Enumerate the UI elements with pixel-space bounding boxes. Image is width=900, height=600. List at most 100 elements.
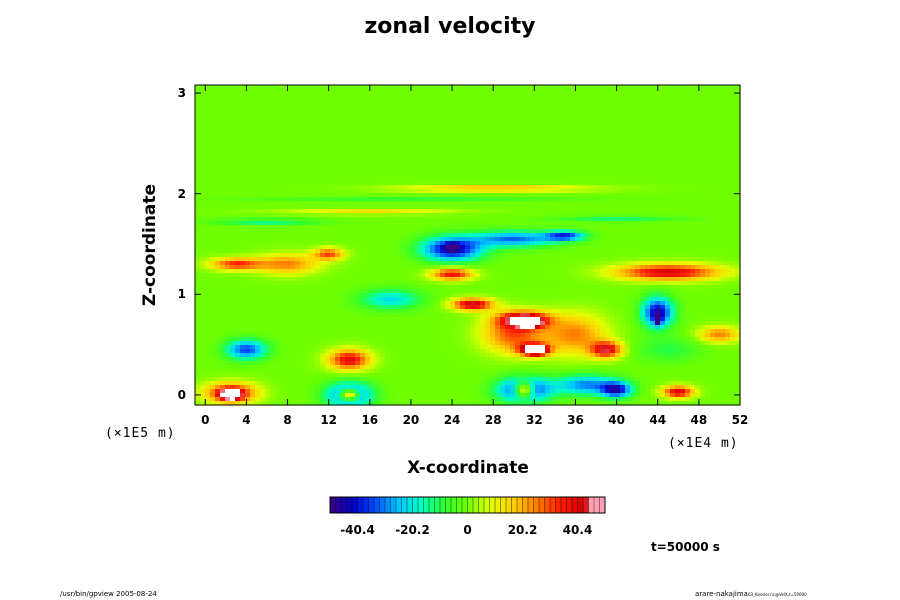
heatmap-cell — [595, 257, 601, 262]
heatmap-cell — [255, 113, 261, 118]
heatmap-cell — [365, 161, 371, 166]
heatmap-cell — [510, 133, 516, 138]
heatmap-cell — [225, 257, 231, 262]
heatmap-cell — [485, 129, 491, 134]
heatmap-cell — [630, 113, 636, 118]
heatmap-cell — [290, 141, 296, 146]
heatmap-cell — [590, 145, 596, 150]
heatmap-cell — [450, 105, 456, 110]
heatmap-cell — [220, 105, 226, 110]
heatmap-cell — [555, 213, 561, 218]
heatmap-cell — [290, 117, 296, 122]
heatmap-cell — [450, 125, 456, 130]
heatmap-cell — [625, 205, 631, 210]
heatmap-cell — [230, 149, 236, 154]
heatmap-cell — [515, 93, 521, 98]
heatmap-cell — [325, 165, 331, 170]
heatmap-cell — [465, 257, 471, 262]
heatmap-cell — [240, 173, 246, 178]
heatmap-cell — [485, 169, 491, 174]
heatmap-cell — [395, 121, 401, 126]
heatmap-cell — [435, 149, 441, 154]
heatmap-cell — [360, 237, 366, 242]
heatmap-cell — [455, 125, 461, 130]
heatmap-cell — [425, 257, 431, 262]
heatmap-cell — [495, 165, 501, 170]
heatmap-cell — [385, 109, 391, 114]
heatmap-cell — [460, 97, 466, 102]
heatmap-cell — [195, 201, 201, 206]
heatmap-cell — [735, 157, 741, 162]
heatmap-cell — [535, 205, 541, 210]
heatmap-cell — [365, 97, 371, 102]
heatmap-cell — [470, 233, 476, 238]
heatmap-cell — [300, 113, 306, 118]
heatmap-cell — [595, 185, 601, 190]
heatmap-cell — [445, 85, 451, 90]
heatmap-cell — [525, 85, 531, 90]
heatmap-cell — [555, 217, 561, 222]
heatmap-cell — [485, 137, 491, 142]
heatmap-cell — [440, 93, 446, 98]
heatmap-cell — [520, 153, 526, 158]
heatmap-cell — [625, 149, 631, 154]
heatmap-cell — [600, 221, 606, 226]
heatmap-cell — [320, 113, 326, 118]
heatmap-cell — [360, 121, 366, 126]
heatmap-cell — [645, 237, 651, 242]
heatmap-cell — [330, 117, 336, 122]
heatmap-cell — [630, 237, 636, 242]
heatmap-cell — [285, 265, 291, 270]
heatmap-cell — [420, 181, 426, 186]
heatmap-cell — [335, 93, 341, 98]
heatmap-cell — [260, 209, 266, 214]
heatmap-cell — [195, 117, 201, 122]
heatmap-cell — [610, 209, 616, 214]
heatmap-cell — [335, 165, 341, 170]
heatmap-cell — [735, 97, 741, 102]
heatmap-cell — [685, 221, 691, 226]
heatmap-cell — [660, 85, 666, 90]
heatmap-cell — [420, 205, 426, 210]
heatmap-cell — [250, 249, 256, 254]
heatmap-cell — [590, 133, 596, 138]
heatmap-cell — [260, 121, 266, 126]
heatmap-cell — [280, 137, 286, 142]
heatmap-cell — [735, 101, 741, 106]
heatmap-cell — [730, 89, 736, 94]
heatmap-cell — [665, 257, 671, 262]
heatmap-cell — [540, 117, 546, 122]
heatmap-cell — [320, 129, 326, 134]
heatmap-cell — [735, 137, 741, 142]
heatmap-cell — [240, 181, 246, 186]
heatmap-cell — [670, 209, 676, 214]
heatmap-cell — [630, 129, 636, 134]
heatmap-cell — [485, 209, 491, 214]
heatmap-cell — [435, 217, 441, 222]
heatmap-cell — [265, 113, 271, 118]
heatmap-cell — [515, 141, 521, 146]
heatmap-cell — [710, 185, 716, 190]
heatmap-cell — [585, 201, 591, 206]
heatmap-cell — [325, 105, 331, 110]
heatmap-cell — [535, 185, 541, 190]
heatmap-cell — [215, 85, 221, 90]
heatmap-cell — [705, 113, 711, 118]
heatmap-cell — [585, 253, 591, 258]
heatmap-cell — [475, 217, 481, 222]
heatmap-cell — [495, 93, 501, 98]
heatmap-cell — [450, 205, 456, 210]
heatmap-cell — [430, 213, 436, 218]
heatmap-cell — [310, 245, 316, 250]
heatmap-cell — [555, 249, 561, 254]
heatmap-cell — [310, 145, 316, 150]
heatmap-cell — [370, 249, 376, 254]
heatmap-cell — [490, 125, 496, 130]
heatmap-cell — [685, 145, 691, 150]
heatmap-cell — [340, 197, 346, 202]
heatmap-cell — [285, 113, 291, 118]
heatmap-cell — [710, 133, 716, 138]
heatmap-cell — [450, 245, 456, 250]
heatmap-cell — [600, 245, 606, 250]
heatmap-cell — [720, 121, 726, 126]
